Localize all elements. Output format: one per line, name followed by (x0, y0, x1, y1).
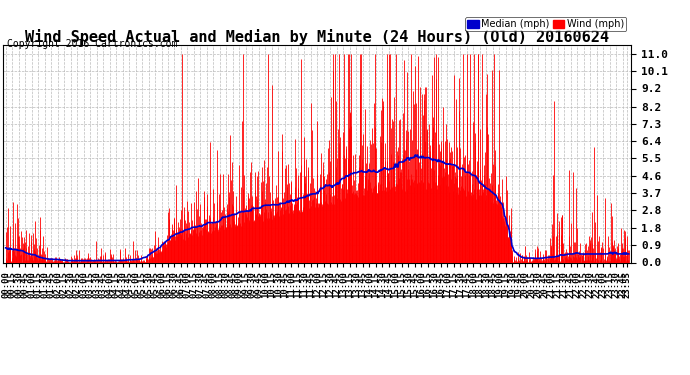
Text: Copyright 2016 Cartronics.com: Copyright 2016 Cartronics.com (7, 39, 177, 50)
Title: Wind Speed Actual and Median by Minute (24 Hours) (Old) 20160624: Wind Speed Actual and Median by Minute (… (26, 29, 609, 45)
Legend: Median (mph), Wind (mph): Median (mph), Wind (mph) (465, 17, 627, 31)
